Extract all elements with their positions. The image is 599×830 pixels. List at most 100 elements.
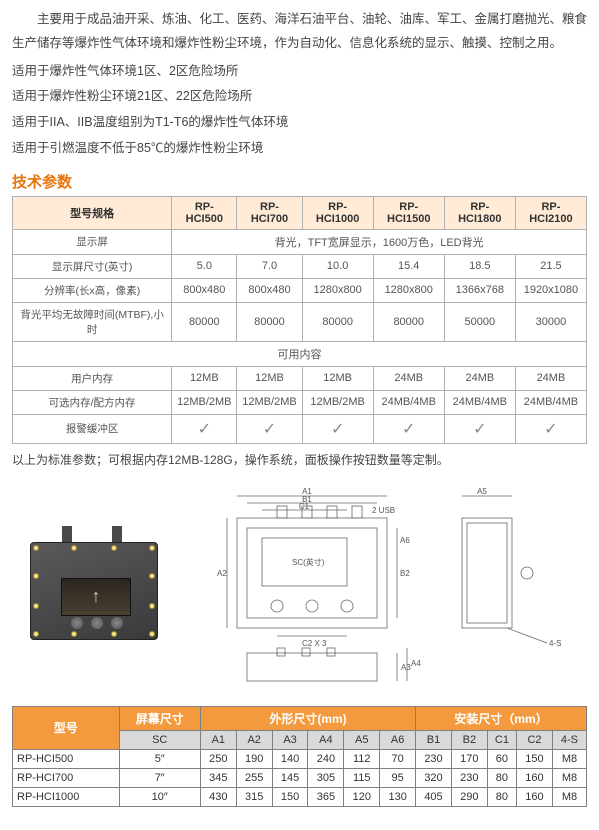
- spec-header-row: 型号规格 RP-HCI500 RP-HCI700 RP-HCI1000 RP-H…: [13, 196, 587, 229]
- dim-h2-a3: A3: [272, 730, 308, 749]
- spec-row-display: 显示屏 背光，TFT宽屏显示，1600万色，LED背光: [13, 229, 587, 254]
- dim-c: RP-HCI1000: [13, 787, 120, 806]
- dim-h2-a6: A6: [380, 730, 416, 749]
- spec-cell: 24MB: [444, 366, 515, 390]
- dim-h2-c2: C2: [517, 730, 553, 749]
- dim-c: 60: [487, 749, 516, 768]
- apply-line-1: 适用于爆炸性粉尘环境21区、22区危险场所: [12, 85, 587, 109]
- spec-row-avail: 可用内容: [13, 341, 587, 366]
- spec-cell: 80000: [237, 302, 302, 341]
- spec-row-spanval: 背光，TFT宽屏显示，1600万色，LED背光: [172, 229, 587, 254]
- dim-c: 7″: [119, 768, 200, 787]
- schematic-a6-label: A6: [400, 536, 410, 545]
- device-button-icon: [71, 617, 83, 629]
- spec-cell: 1280x800: [302, 278, 373, 302]
- device-button-icon: [91, 617, 103, 629]
- dim-c: 150: [517, 749, 553, 768]
- spec-cell: 1366x768: [444, 278, 515, 302]
- dim-c: 120: [344, 787, 380, 806]
- intro-paragraph: 主要用于成品油开采、炼油、化工、医药、海洋石油平台、油轮、油库、军工、金属打磨抛…: [12, 8, 587, 56]
- stud-icon: [149, 573, 155, 579]
- dim-header-row1: 型号 屏幕尺寸 外形尺寸(mm) 安装尺寸（mm）: [13, 706, 587, 730]
- spec-cell: 50000: [444, 302, 515, 341]
- spec-row-alarm: 报警缓冲区 ✓ ✓ ✓ ✓ ✓ ✓: [13, 414, 587, 443]
- dim-c: 305: [308, 768, 344, 787]
- dim-h-outline: 外形尺寸(mm): [200, 706, 415, 730]
- dim-h-model: 型号: [13, 706, 120, 749]
- spec-row-optmem: 可选内存/配方内存 12MB/2MB 12MB/2MB 12MB/2MB 24M…: [13, 390, 587, 414]
- dim-c: 160: [517, 787, 553, 806]
- dim-c: RP-HCI500: [13, 749, 120, 768]
- dimension-table: 型号 屏幕尺寸 外形尺寸(mm) 安装尺寸（mm） SC A1 A2 A3 A4…: [12, 706, 587, 807]
- device-schematic: SC(英寸) 2 USB A1 B1 C1 A2 B2 A6 C2 X 3 4-…: [207, 488, 587, 688]
- dim-c: 150: [272, 787, 308, 806]
- spec-cell: 12MB/2MB: [302, 390, 373, 414]
- spec-cell: 80000: [373, 302, 444, 341]
- dim-row-2: RP-HCI1000 10″ 430 315 150 365 120 130 4…: [13, 787, 587, 806]
- spec-cell: 12MB: [302, 366, 373, 390]
- apply-line-3: 适用于引燃温度不低于85℃的爆炸性粉尘环境: [12, 137, 587, 161]
- check-icon: ✓: [544, 421, 557, 438]
- dim-h2-a1: A1: [200, 730, 236, 749]
- dim-c: 115: [344, 768, 380, 787]
- stud-icon: [149, 631, 155, 637]
- stud-icon: [111, 545, 117, 551]
- dim-c: 70: [380, 749, 416, 768]
- spec-row-label: 背光平均无故障时间(MTBF),小时: [13, 302, 172, 341]
- dim-c: 255: [236, 768, 272, 787]
- check-icon: ✓: [402, 421, 415, 438]
- dim-c: 80: [487, 787, 516, 806]
- spec-cell: 7.0: [237, 254, 302, 278]
- device-button-icon: [111, 617, 123, 629]
- spec-row-usermem: 用户内存 12MB 12MB 12MB 24MB 24MB 24MB: [13, 366, 587, 390]
- dim-h-install: 安装尺寸（mm）: [416, 706, 587, 730]
- dim-c: M8: [552, 768, 586, 787]
- schematic-usb-label: 2 USB: [372, 506, 395, 515]
- device-screen: ↑: [61, 578, 131, 616]
- dim-c: 140: [272, 749, 308, 768]
- dim-c: 190: [236, 749, 272, 768]
- schematic-a2-label: A2: [217, 569, 227, 578]
- spec-cell: 12MB/2MB: [172, 390, 237, 414]
- dim-c: 250: [200, 749, 236, 768]
- check-icon: ✓: [473, 421, 486, 438]
- dim-h2-4s: 4-S: [552, 730, 586, 749]
- schematic-c1-label: C1: [299, 502, 310, 511]
- dim-h2-a5: A5: [344, 730, 380, 749]
- dim-c: 5″: [119, 749, 200, 768]
- dim-c: 365: [308, 787, 344, 806]
- dim-c: RP-HCI700: [13, 768, 120, 787]
- spec-row-label: 分辨率(长x高，像素): [13, 278, 172, 302]
- schematic-a4-label: A4: [411, 659, 421, 668]
- dim-h2-a4: A4: [308, 730, 344, 749]
- dim-c: 80: [487, 768, 516, 787]
- spec-cell: 1280x800: [373, 278, 444, 302]
- spec-check: ✓: [444, 414, 515, 443]
- spec-header-c2: RP-HCI700: [237, 196, 302, 229]
- spec-cell: 1920x1080: [515, 278, 586, 302]
- spec-row-label: 用户内存: [13, 366, 172, 390]
- figure-row: ↑ SC(英寸): [12, 488, 587, 688]
- dim-c: 240: [308, 749, 344, 768]
- dim-c: 170: [451, 749, 487, 768]
- stud-icon: [33, 603, 39, 609]
- device-render: ↑: [12, 518, 172, 658]
- spec-cell: 800x480: [172, 278, 237, 302]
- dim-row-0: RP-HCI500 5″ 250 190 140 240 112 70 230 …: [13, 749, 587, 768]
- stud-icon: [111, 631, 117, 637]
- dim-h2-c1: C1: [487, 730, 516, 749]
- spec-row-fullspan: 可用内容: [13, 341, 587, 366]
- dim-c: M8: [552, 787, 586, 806]
- dim-c: 112: [344, 749, 380, 768]
- spec-cell: 24MB: [515, 366, 586, 390]
- dim-c: 160: [517, 768, 553, 787]
- dim-h2-b2: B2: [451, 730, 487, 749]
- check-icon: ✓: [331, 421, 344, 438]
- spec-row-label: 报警缓冲区: [13, 414, 172, 443]
- spec-cell: 10.0: [302, 254, 373, 278]
- spec-check: ✓: [302, 414, 373, 443]
- stud-icon: [149, 545, 155, 551]
- spec-cell: 24MB/4MB: [373, 390, 444, 414]
- stud-icon: [33, 573, 39, 579]
- dim-c: 345: [200, 768, 236, 787]
